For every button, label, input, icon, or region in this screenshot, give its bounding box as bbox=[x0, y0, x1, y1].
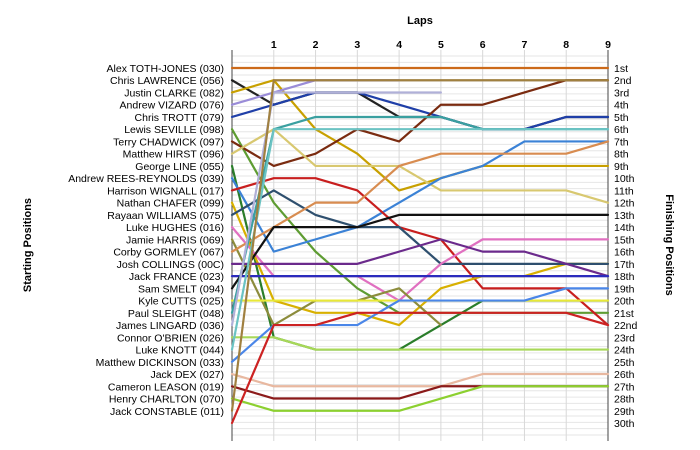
driver-line bbox=[230, 79, 610, 412]
finishing-position-label: 21st bbox=[614, 308, 634, 320]
finishing-position-label: 23rd bbox=[614, 332, 635, 344]
starting-position-label: Rayaan WILLIAMS (075) bbox=[107, 210, 224, 222]
starting-position-label: Sam SMELT (094) bbox=[138, 283, 224, 295]
x-tick-labels: 1 2 3 4 5 6 7 8 9 bbox=[271, 39, 611, 51]
driver-line bbox=[230, 238, 610, 278]
finishing-position-label: 27th bbox=[614, 381, 635, 393]
starting-position-label: George LINE (055) bbox=[135, 161, 224, 173]
finishing-position-label: 22nd bbox=[614, 320, 638, 332]
driver-line bbox=[230, 140, 610, 253]
starting-position-label: Connor O'BRIEN (026) bbox=[117, 332, 224, 344]
starting-position-label: Luke HUGHES (016) bbox=[126, 222, 224, 234]
starting-position-label: Harrison WIGNALL (017) bbox=[107, 185, 224, 197]
starting-position-label: Justin CLARKE (082) bbox=[124, 87, 224, 99]
finishing-position-label: 25th bbox=[614, 357, 635, 369]
starting-position-label: Terry CHADWICK (097) bbox=[113, 136, 224, 148]
x-tick-label: 8 bbox=[563, 39, 569, 51]
finishing-position-label: 28th bbox=[614, 394, 635, 406]
starting-position-label: Matthew DICKINSON (033) bbox=[96, 357, 224, 369]
starting-position-label: Cameron LEASON (019) bbox=[108, 381, 224, 393]
finishing-position-label: 19th bbox=[614, 283, 635, 295]
x-tick-label: 2 bbox=[313, 39, 319, 51]
starting-position-label: Josh COLLINGS (00C) bbox=[117, 259, 224, 271]
starting-position-label: Andrew REES-REYNOLDS (039) bbox=[68, 173, 224, 185]
starting-position-label: Corby GORMLEY (067) bbox=[113, 247, 224, 259]
finishing-position-label: 6th bbox=[614, 124, 629, 136]
driver-line bbox=[230, 140, 610, 253]
starting-position-label: Luke KNOTT (044) bbox=[135, 345, 224, 357]
x-tick-label: 9 bbox=[605, 39, 611, 51]
starting-position-label: Chris LAWRENCE (056) bbox=[110, 75, 224, 87]
finishing-position-label: 26th bbox=[614, 369, 635, 381]
starting-position-label: Nathan CHAFER (099) bbox=[117, 198, 224, 210]
finishing-position-label: 17th bbox=[614, 259, 635, 271]
finishing-position-label: 18th bbox=[614, 271, 635, 283]
starting-position-label: James LINGARD (036) bbox=[116, 320, 224, 332]
finishing-position-label: 7th bbox=[614, 136, 629, 148]
x-tick-label: 3 bbox=[354, 39, 360, 51]
driver-line bbox=[230, 177, 610, 327]
finishing-position-label: 8th bbox=[614, 149, 629, 161]
driver-line bbox=[230, 128, 610, 351]
starting-position-label: Jack DEX (027) bbox=[150, 369, 224, 381]
x-tick-label: 5 bbox=[438, 39, 444, 51]
y-axis-label-right: Finishing Positions bbox=[663, 194, 675, 295]
chart-title: Laps bbox=[407, 15, 433, 27]
finishing-position-label: 4th bbox=[614, 100, 629, 112]
finishing-position-label: 3rd bbox=[614, 87, 629, 99]
starting-position-label: Jack FRANCE (023) bbox=[129, 271, 224, 283]
finishing-position-label: 24th bbox=[614, 345, 635, 357]
x-tick-label: 6 bbox=[480, 39, 486, 51]
finishing-position-label: 14th bbox=[614, 222, 635, 234]
finishing-position-label: 16th bbox=[614, 247, 635, 259]
driver-lines bbox=[230, 66, 610, 425]
starting-position-label: Chris TROTT (079) bbox=[135, 112, 224, 124]
starting-position-label: Andrew VIZARD (076) bbox=[120, 100, 224, 112]
grid-lines bbox=[231, 50, 609, 441]
finishing-position-label: 20th bbox=[614, 296, 635, 308]
finishing-position-label: 11th bbox=[614, 185, 634, 197]
x-tick-label: 1 bbox=[271, 39, 277, 51]
driver-line bbox=[230, 128, 610, 204]
finishing-position-label: 9th bbox=[614, 161, 629, 173]
starting-position-label: Paul SLEIGHT (048) bbox=[128, 308, 224, 320]
x-tick-label: 7 bbox=[522, 39, 528, 51]
x-tick-label: 4 bbox=[396, 39, 402, 51]
driver-line bbox=[230, 213, 610, 290]
finishing-position-label: 10th bbox=[614, 173, 635, 185]
driver-line bbox=[230, 79, 610, 168]
starting-position-label: Lewis SEVILLE (098) bbox=[124, 124, 224, 136]
finishing-position-labels: 1st2nd3rd4th5th6th7th8th9th10th11th12th1… bbox=[614, 63, 638, 430]
driver-line bbox=[230, 336, 610, 351]
finishing-position-label: 2nd bbox=[614, 75, 632, 87]
y-axis-label-left: Starting Positions bbox=[22, 198, 34, 292]
starting-position-labels: Alex TOTH-JONES (030)Chris LAWRENCE (056… bbox=[68, 63, 224, 418]
finishing-position-label: 15th bbox=[614, 234, 635, 246]
starting-position-label: Jamie HARRIS (069) bbox=[126, 234, 224, 246]
starting-position-label: Henry CHARLTON (070) bbox=[109, 394, 224, 406]
starting-position-label: Alex TOTH-JONES (030) bbox=[107, 63, 224, 75]
driver-line bbox=[230, 79, 610, 192]
driver-line bbox=[230, 91, 610, 131]
finishing-position-label: 1st bbox=[614, 63, 628, 75]
driver-line bbox=[230, 385, 610, 412]
driver-line bbox=[230, 311, 610, 425]
finishing-position-label: 12th bbox=[614, 198, 635, 210]
finishing-position-label: 13th bbox=[614, 210, 635, 222]
finishing-position-label: 30th bbox=[614, 418, 635, 430]
finishing-position-label: 5th bbox=[614, 112, 629, 124]
starting-position-label: Matthew HIRST (096) bbox=[123, 149, 224, 161]
finishing-position-label: 29th bbox=[614, 406, 635, 418]
driver-line bbox=[230, 372, 610, 388]
starting-position-label: Kyle CUTTS (025) bbox=[138, 296, 224, 308]
starting-position-label: Jack CONSTABLE (011) bbox=[110, 406, 224, 418]
